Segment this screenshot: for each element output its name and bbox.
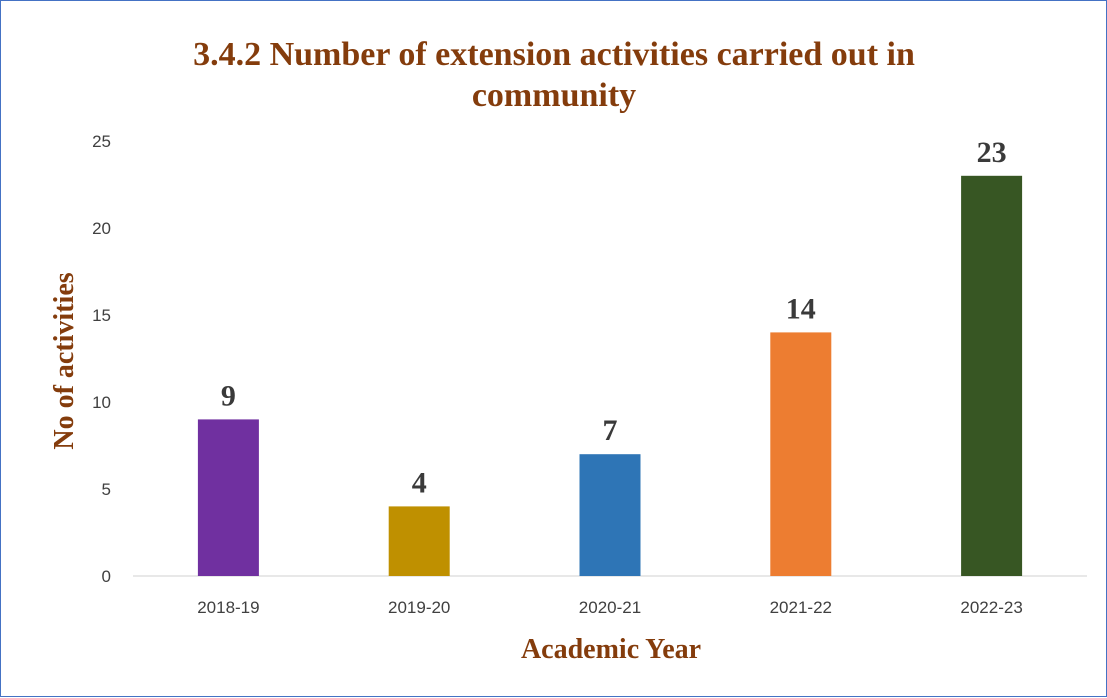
data-label: 14 bbox=[786, 292, 816, 325]
x-tick-label: 2019-20 bbox=[388, 598, 450, 617]
bar-2021-22 bbox=[770, 332, 832, 576]
x-tick-label: 2021-22 bbox=[770, 598, 832, 617]
y-tick-label: 5 bbox=[102, 480, 111, 499]
x-tick-label: 2020-21 bbox=[579, 598, 641, 617]
x-axis-title: Academic Year bbox=[521, 634, 701, 665]
x-tick-label: 2022-23 bbox=[960, 598, 1022, 617]
data-label: 4 bbox=[412, 466, 427, 499]
chart-title-line-1: 3.4.2 Number of extension activities car… bbox=[193, 36, 915, 73]
plot-area: 0 5 10 15 20 25 9 2018-19 4 2019-20 7 2020-21 14 2021… bbox=[92, 132, 1087, 617]
data-label: 9 bbox=[221, 379, 236, 412]
y-tick-label: 25 bbox=[92, 132, 111, 151]
y-tick-label: 0 bbox=[102, 567, 111, 586]
bar-2020-21 bbox=[579, 454, 641, 576]
data-label: 7 bbox=[603, 414, 618, 447]
chart-title-line-2: community bbox=[472, 77, 636, 114]
y-tick-label: 10 bbox=[92, 393, 111, 412]
y-axis-title: No of activities bbox=[49, 272, 80, 449]
data-label: 23 bbox=[977, 136, 1007, 169]
bar-2019-20 bbox=[388, 506, 450, 576]
y-tick-label: 20 bbox=[92, 219, 111, 238]
bar-2018-19 bbox=[197, 419, 259, 576]
y-tick-label: 15 bbox=[92, 306, 111, 325]
bar-2022-23 bbox=[961, 175, 1023, 577]
x-tick-label: 2018-19 bbox=[197, 598, 259, 617]
